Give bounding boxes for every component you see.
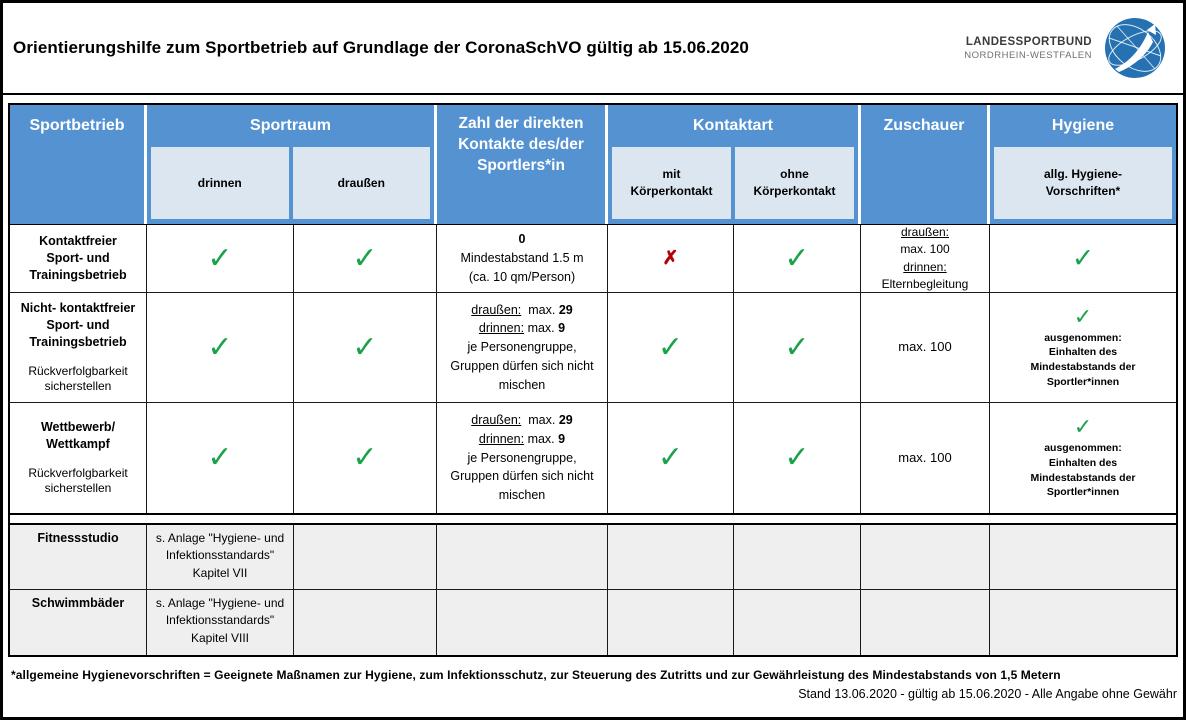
row1-label: Kontaktfreier Sport- und Trainingsbetrie… (10, 225, 147, 293)
row3-draussen: ✓ (294, 403, 437, 513)
check-icon: ✓ (657, 330, 684, 364)
row1-draussen: ✓ (294, 225, 437, 293)
check-icon: ✓ (1071, 243, 1095, 273)
header-sportraum: Sportraum drinnen draußen (147, 105, 434, 224)
table-body: Kontaktfreier Sport- und Trainingsbetrie… (10, 224, 1176, 655)
subheader-draussen: draußen (292, 147, 430, 219)
check-icon: ✓ (352, 441, 378, 474)
logo-text: LANDESSPORTBUND NORDRHEIN-WESTFALEN (964, 36, 1092, 61)
row2-ohne-koerperkontakt: ✓ (734, 293, 861, 403)
check-icon: ✓ (207, 330, 233, 364)
check-icon: ✓ (207, 441, 233, 474)
row5-empty (437, 590, 608, 655)
row4-label: Fitnessstudio (10, 525, 147, 590)
row5-empty (734, 590, 861, 655)
section-divider (10, 513, 1176, 525)
check-icon: ✓ (352, 241, 378, 275)
subheader-mit-koerperkontakt: mit Körperkontakt (612, 147, 731, 219)
row4-empty (608, 525, 734, 590)
row1-ohne-koerperkontakt: ✓ (734, 225, 861, 293)
row3-mit-koerperkontakt: ✓ (608, 403, 734, 513)
row2-mit-koerperkontakt: ✓ (608, 293, 734, 403)
check-icon: ✓ (657, 441, 684, 474)
header-label: Zahl der direkten Kontakte des/der Sport… (458, 115, 584, 174)
header-hygiene-subs: allg. Hygiene- Vorschriften* (990, 147, 1176, 224)
row3-drinnen: ✓ (147, 403, 294, 513)
header-label: Kontaktart (692, 117, 773, 134)
table-header: Sportbetrieb Sportraum drinnen draußen Z… (10, 105, 1176, 224)
header-hygiene: Hygiene allg. Hygiene- Vorschriften* (990, 105, 1176, 224)
page-title: Orientierungshilfe zum Sportbetrieb auf … (13, 38, 749, 57)
row4-empty (437, 525, 608, 590)
row1-kontakte: 0 Mindestabstand 1.5 m (ca. 10 qm/Person… (437, 225, 608, 293)
row5-info: s. Anlage "Hygiene- und Infektionsstanda… (147, 590, 294, 655)
row5-empty (608, 590, 734, 655)
row3-kontakte: draußen: max. 29 drinnen: max. 9 je Pers… (437, 403, 608, 513)
row4-empty (861, 525, 990, 590)
row1-drinnen: ✓ (147, 225, 294, 293)
row2-drinnen: ✓ (147, 293, 294, 403)
header-sportraum-subs: drinnen draußen (147, 147, 434, 224)
header-label: Sportbetrieb (29, 117, 125, 134)
row2-hygiene: ✓ ausgenommen: Einhalten des Mindestabst… (990, 293, 1176, 403)
check-icon: ✓ (1073, 414, 1093, 440)
header-label: Zuschauer (883, 117, 965, 134)
row5-label: Schwimmbäder (10, 590, 147, 655)
check-icon: ✓ (1073, 303, 1093, 329)
header-kontaktart: Kontaktart mit Körperkontakt ohne Körper… (608, 105, 858, 224)
row3-ohne-koerperkontakt: ✓ (734, 403, 861, 513)
check-icon: ✓ (207, 241, 233, 275)
row2-label: Nicht- kontaktfreier Sport- und Training… (10, 293, 147, 403)
subheader-hygiene-vorschriften: allg. Hygiene- Vorschriften* (994, 147, 1172, 219)
row1-mit-koerperkontakt: ✗ (608, 225, 734, 293)
footer: *allgemeine Hygienevorschriften = Geeign… (3, 657, 1183, 701)
cross-icon: ✗ (662, 248, 679, 269)
subheader-drinnen: drinnen (151, 147, 289, 219)
header-kontakte: Zahl der direkten Kontakte des/der Sport… (437, 105, 605, 224)
row2-kontakte: draußen: max. 29 drinnen: max. 9 je Pers… (437, 293, 608, 403)
check-icon: ✓ (784, 241, 810, 275)
row4-empty (990, 525, 1176, 590)
globe-swoosh-icon (1105, 18, 1165, 78)
check-icon: ✓ (352, 330, 378, 364)
footnote: *allgemeine Hygienevorschriften = Geeign… (11, 668, 1061, 682)
header-sportbetrieb: Sportbetrieb (10, 105, 144, 224)
stand-date: Stand 13.06.2020 - gültig ab 15.06.2020 … (798, 687, 1177, 701)
header-kontaktart-subs: mit Körperkontakt ohne Körperkontakt (608, 147, 858, 224)
row2-zuschauer: max. 100 (861, 293, 990, 403)
row5-empty (861, 590, 990, 655)
table: Sportbetrieb Sportraum drinnen draußen Z… (8, 103, 1178, 657)
row5-empty (294, 590, 437, 655)
logo-name: LANDESSPORTBUND (965, 35, 1092, 48)
check-icon: ✓ (784, 441, 810, 474)
row2-draussen: ✓ (294, 293, 437, 403)
check-icon: ✓ (784, 330, 810, 364)
row5-empty (990, 590, 1176, 655)
logo: LANDESSPORTBUND NORDRHEIN-WESTFALEN (964, 16, 1167, 80)
header-label: Hygiene (1051, 117, 1115, 134)
row1-hygiene: ✓ (990, 225, 1176, 293)
subheader-ohne-koerperkontakt: ohne Körperkontakt (735, 147, 854, 219)
logo-region: NORDRHEIN-WESTFALEN (964, 49, 1092, 61)
row3-label: Wettbewerb/ Wettkampf Rückverfolgbarkeit… (10, 403, 147, 513)
row4-info: s. Anlage "Hygiene- und Infektionsstanda… (147, 525, 294, 590)
row4-empty (294, 525, 437, 590)
row1-zuschauer: draußen: max. 100 drinnen: Elternbegleit… (861, 225, 990, 293)
row3-hygiene: ✓ ausgenommen: Einhalten des Mindestabst… (990, 403, 1176, 513)
header-label: Sportraum (250, 117, 331, 134)
header-zuschauer: Zuschauer (861, 105, 987, 224)
row4-empty (734, 525, 861, 590)
row3-zuschauer: max. 100 (861, 403, 990, 513)
title-bar: Orientierungshilfe zum Sportbetrieb auf … (3, 3, 1183, 95)
